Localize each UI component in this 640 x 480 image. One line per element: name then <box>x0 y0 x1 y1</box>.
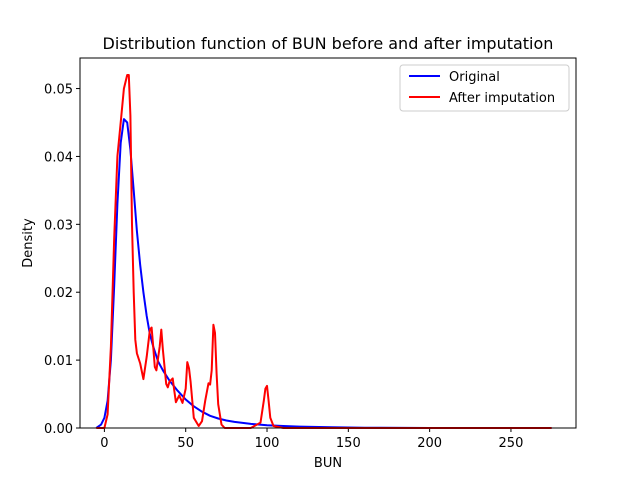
plot-frame <box>79 57 577 429</box>
legend-label-original: Original <box>449 70 500 85</box>
y-tick-label: 0.01 <box>44 354 73 369</box>
x-tick-label: 150 <box>336 436 361 451</box>
x-tick-label: 100 <box>255 436 280 451</box>
plot-area <box>80 58 576 428</box>
chart-title: Distribution function of BUN before and … <box>103 34 554 53</box>
legend-box <box>399 64 570 112</box>
x-tick-label: 0 <box>100 436 108 451</box>
legend: Original After imputation <box>399 64 570 112</box>
x-axis-ticks: 0 50 100 150 200 250 <box>100 428 523 451</box>
x-axis-label: BUN <box>314 456 342 471</box>
series-line-original <box>95 118 552 429</box>
series-line-after-imputation <box>96 74 552 429</box>
y-tick-label: 0.00 <box>44 422 73 437</box>
series-layer <box>95 74 552 429</box>
y-axis-ticks: 0.00 0.01 0.02 0.03 0.04 0.05 <box>44 83 80 437</box>
y-tick-label: 0.02 <box>44 286 73 301</box>
y-tick-label: 0.03 <box>44 218 73 233</box>
x-tick-label: 250 <box>499 436 524 451</box>
legend-label-after-imputation: After imputation <box>449 91 555 106</box>
y-axis-label: Density <box>21 218 36 268</box>
y-tick-label: 0.05 <box>44 83 73 98</box>
x-tick-label: 50 <box>177 436 194 451</box>
y-tick-label: 0.04 <box>44 150 73 165</box>
x-tick-label: 200 <box>417 436 442 451</box>
